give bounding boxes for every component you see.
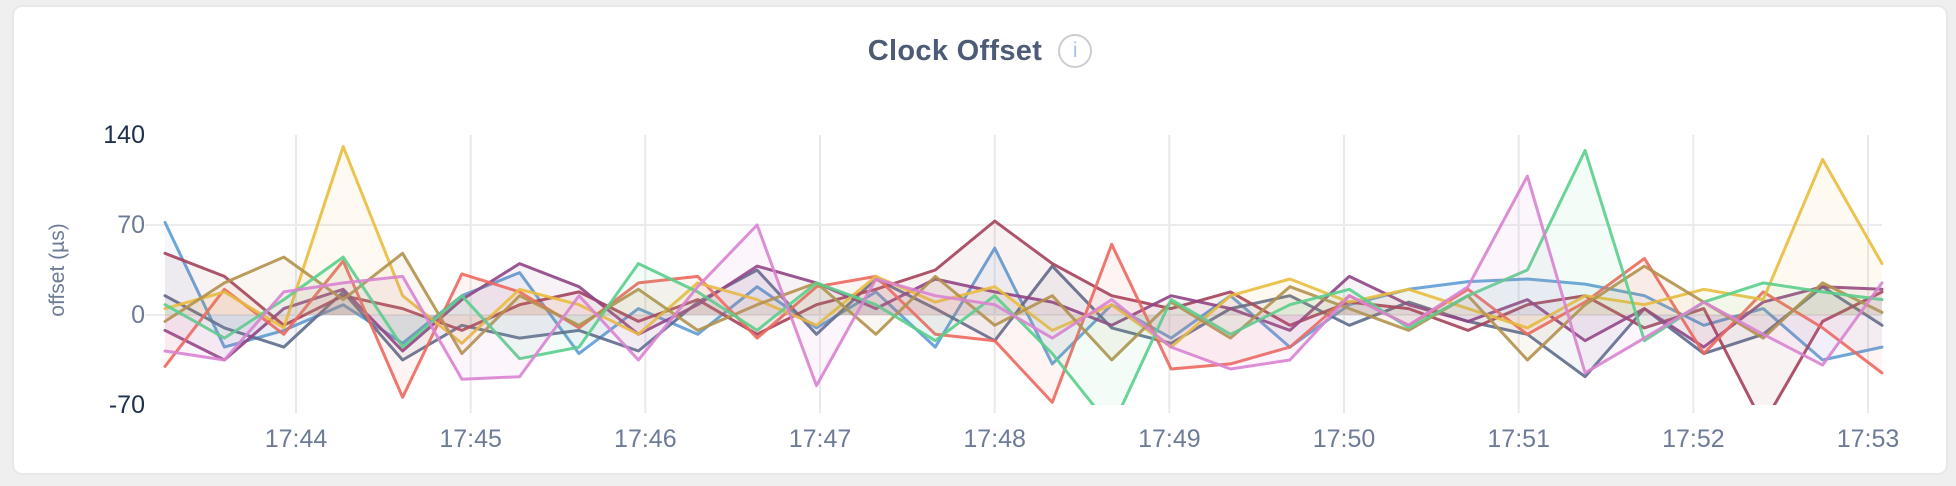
series-plum-line (163, 262, 1884, 362)
series-blue-area (165, 222, 1882, 364)
x-tick-label: 17:52 (1662, 425, 1725, 453)
series-khaki-line (163, 251, 1884, 362)
series-slate-line (163, 264, 1884, 379)
y-tick-label: 140 (103, 121, 145, 149)
info-icon[interactable]: i (1058, 34, 1093, 68)
x-tick-label: 17:47 (788, 425, 852, 453)
clock-offset-chart-card: Clock Offset i offset (µs) 140 70 0 -70 17:4… (12, 5, 1948, 475)
series-orchid-line (163, 174, 1884, 388)
x-tick-label: 17:44 (264, 425, 328, 453)
x-tick-label: 17:51 (1487, 425, 1550, 453)
y-tick-label: -70 (108, 391, 145, 419)
x-tick-label: 17:48 (963, 425, 1026, 453)
x-tick-label: 17:53 (1836, 425, 1900, 453)
chart-canvas[interactable] (145, 135, 1885, 421)
series-salmon-line (163, 242, 1884, 404)
y-tick-label: 70 (117, 211, 145, 239)
series-orchid-area (165, 176, 1882, 386)
x-tick-label: 17:49 (1138, 425, 1201, 453)
x-tick-label: 17:46 (614, 425, 677, 453)
series-maroon-line (163, 219, 1884, 405)
x-tick-label: 17:45 (439, 425, 502, 453)
x-tick-label: 17:50 (1312, 425, 1376, 453)
y-tick-label: 0 (131, 301, 145, 329)
chart-header: Clock Offset i (14, 33, 1946, 69)
series-group (163, 145, 1884, 405)
series-maroon-area (165, 221, 1882, 405)
series-green-area (165, 150, 1882, 405)
series-green-line (163, 148, 1884, 405)
chart-title: Clock Offset (867, 34, 1043, 67)
